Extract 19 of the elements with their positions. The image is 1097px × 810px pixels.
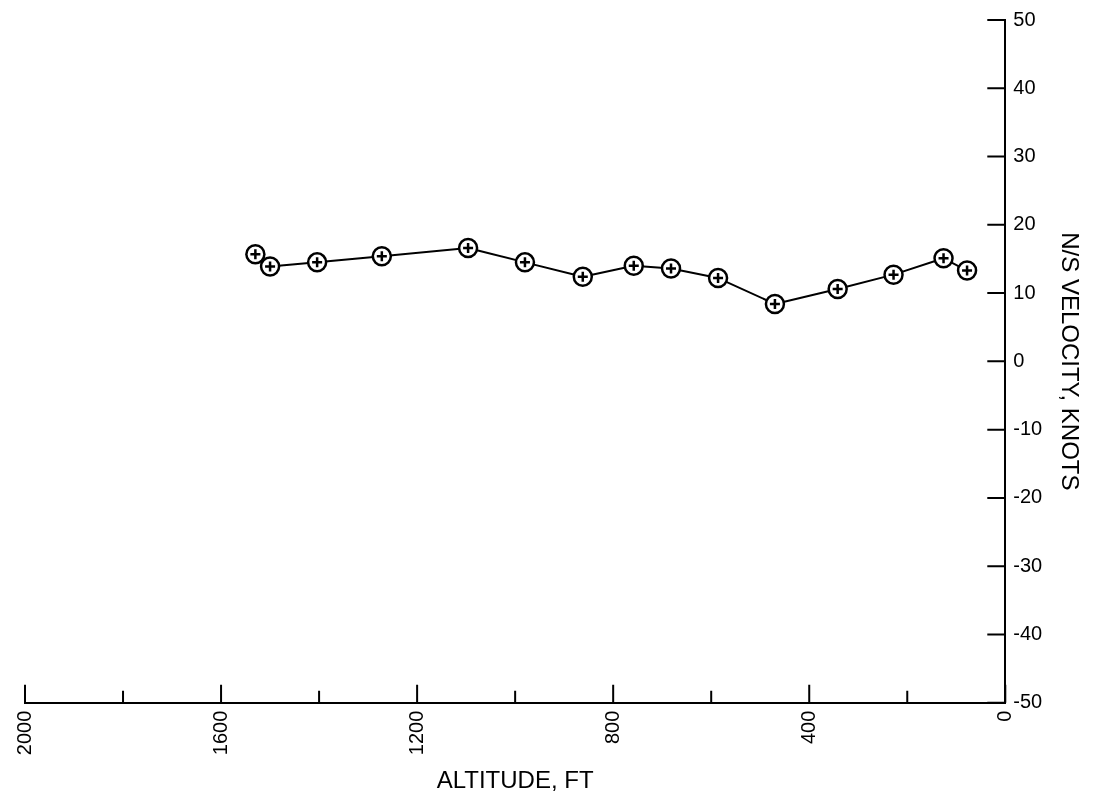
x-tick-label: 400 [796,710,819,745]
x-tick-label: 800 [600,710,623,745]
x-tick-label: 2000 [12,710,35,756]
x-tick-label: 0 [992,710,1015,722]
y-tick-label: 30 [1013,144,1036,167]
y-tick-label: 40 [1013,75,1036,98]
y-tick-label: 20 [1013,212,1036,235]
y-axis-title: N/S VELOCITY, KNOTS [1056,232,1084,491]
x-tick-label: 1600 [208,710,231,756]
y-tick-label: 0 [1013,348,1025,371]
x-axis-title: ALTITUDE, FT [436,766,594,794]
y-tick-label: -20 [1013,485,1043,508]
y-tick-label: 10 [1013,280,1036,303]
x-tick-label: 1200 [404,710,427,756]
y-tick-label: -50 [1013,690,1043,713]
y-tick-label: 50 [1013,7,1036,30]
y-tick-label: -10 [1013,417,1043,440]
y-tick-label: -40 [1013,621,1043,644]
y-tick-label: -30 [1013,553,1043,576]
